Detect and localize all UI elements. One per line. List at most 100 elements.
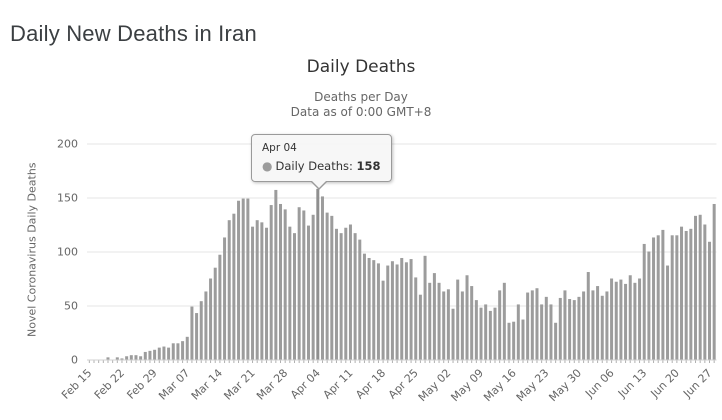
bar[interactable] bbox=[171, 343, 175, 360]
bar[interactable] bbox=[204, 291, 208, 360]
bar[interactable] bbox=[456, 279, 460, 360]
bar[interactable] bbox=[512, 321, 516, 360]
bar[interactable] bbox=[689, 228, 693, 360]
bar[interactable] bbox=[400, 257, 404, 360]
bar[interactable] bbox=[404, 262, 408, 360]
bar[interactable] bbox=[535, 288, 539, 360]
bar[interactable] bbox=[218, 254, 222, 360]
bar[interactable] bbox=[344, 227, 348, 360]
bar[interactable] bbox=[605, 291, 609, 360]
bar[interactable] bbox=[530, 290, 534, 360]
bar[interactable] bbox=[265, 227, 269, 360]
bar[interactable] bbox=[633, 282, 637, 360]
bar[interactable] bbox=[628, 275, 632, 360]
bar[interactable] bbox=[372, 260, 376, 360]
bar[interactable] bbox=[712, 203, 716, 360]
bar[interactable] bbox=[656, 235, 660, 360]
bar[interactable] bbox=[521, 319, 525, 360]
bar[interactable] bbox=[568, 299, 572, 360]
bar[interactable] bbox=[297, 207, 301, 360]
bar[interactable] bbox=[694, 215, 698, 360]
bar[interactable] bbox=[260, 222, 264, 360]
bar[interactable] bbox=[563, 290, 567, 360]
bar[interactable] bbox=[209, 278, 213, 360]
bar[interactable] bbox=[246, 198, 250, 360]
bar[interactable] bbox=[395, 264, 399, 360]
bar[interactable] bbox=[348, 224, 352, 360]
bar[interactable] bbox=[638, 278, 642, 360]
bar[interactable] bbox=[708, 241, 712, 360]
bar[interactable] bbox=[666, 265, 670, 360]
bar[interactable] bbox=[680, 226, 684, 360]
bar[interactable] bbox=[232, 213, 236, 360]
bar[interactable] bbox=[251, 226, 255, 360]
bar[interactable] bbox=[540, 304, 544, 360]
bar[interactable] bbox=[493, 307, 497, 360]
bar[interactable] bbox=[115, 357, 119, 360]
bar[interactable] bbox=[353, 233, 357, 360]
bar[interactable] bbox=[143, 351, 147, 360]
bar[interactable] bbox=[586, 272, 590, 360]
bar[interactable] bbox=[157, 347, 161, 360]
bar[interactable] bbox=[488, 310, 492, 360]
bar[interactable] bbox=[698, 214, 702, 360]
bar[interactable] bbox=[176, 343, 180, 360]
bar[interactable] bbox=[675, 235, 679, 360]
bar[interactable] bbox=[652, 237, 656, 360]
bar[interactable] bbox=[269, 205, 273, 360]
bar[interactable] bbox=[418, 294, 422, 360]
bar[interactable] bbox=[703, 224, 707, 360]
bar[interactable] bbox=[507, 322, 511, 360]
bar[interactable] bbox=[223, 237, 227, 360]
bar[interactable] bbox=[148, 350, 152, 360]
bar[interactable] bbox=[670, 235, 674, 360]
bar[interactable] bbox=[320, 196, 324, 360]
bar[interactable] bbox=[190, 306, 194, 360]
bar[interactable] bbox=[460, 291, 464, 360]
bar[interactable] bbox=[227, 220, 231, 360]
bar[interactable] bbox=[409, 259, 413, 360]
bar[interactable] bbox=[544, 296, 548, 360]
bar[interactable] bbox=[390, 261, 394, 360]
bar[interactable] bbox=[367, 257, 371, 360]
bar[interactable] bbox=[442, 291, 446, 360]
bar[interactable] bbox=[465, 275, 469, 360]
bar[interactable] bbox=[432, 273, 436, 360]
bar[interactable] bbox=[484, 304, 488, 360]
bar[interactable] bbox=[139, 356, 143, 360]
bar[interactable] bbox=[255, 220, 259, 360]
bar[interactable] bbox=[600, 295, 604, 360]
bar[interactable] bbox=[582, 291, 586, 360]
bar[interactable] bbox=[237, 200, 241, 360]
bar[interactable] bbox=[274, 189, 278, 360]
bar[interactable] bbox=[526, 292, 530, 360]
bar[interactable] bbox=[647, 251, 651, 360]
bar[interactable] bbox=[334, 228, 338, 360]
bar[interactable] bbox=[195, 313, 199, 360]
bar[interactable] bbox=[288, 226, 292, 360]
bar[interactable] bbox=[516, 304, 520, 360]
bar[interactable] bbox=[311, 214, 315, 360]
bar[interactable] bbox=[502, 282, 506, 360]
bar[interactable] bbox=[498, 290, 502, 360]
bar[interactable] bbox=[106, 357, 110, 360]
bar[interactable] bbox=[153, 349, 157, 360]
bar[interactable] bbox=[661, 229, 665, 360]
bar[interactable] bbox=[358, 239, 362, 360]
bar[interactable] bbox=[199, 301, 203, 360]
bar[interactable] bbox=[162, 346, 166, 360]
bar[interactable] bbox=[316, 188, 320, 360]
bar[interactable] bbox=[596, 286, 600, 360]
bar[interactable] bbox=[577, 296, 581, 360]
bar[interactable] bbox=[437, 282, 441, 360]
bar[interactable] bbox=[619, 279, 623, 360]
bar[interactable] bbox=[451, 308, 455, 360]
bar[interactable] bbox=[283, 209, 287, 360]
bar[interactable] bbox=[241, 198, 245, 360]
bar[interactable] bbox=[549, 304, 553, 360]
bar[interactable] bbox=[428, 282, 432, 360]
bar[interactable] bbox=[376, 263, 380, 360]
bar[interactable] bbox=[572, 300, 576, 360]
bar[interactable] bbox=[120, 358, 124, 360]
bar[interactable] bbox=[213, 267, 217, 360]
